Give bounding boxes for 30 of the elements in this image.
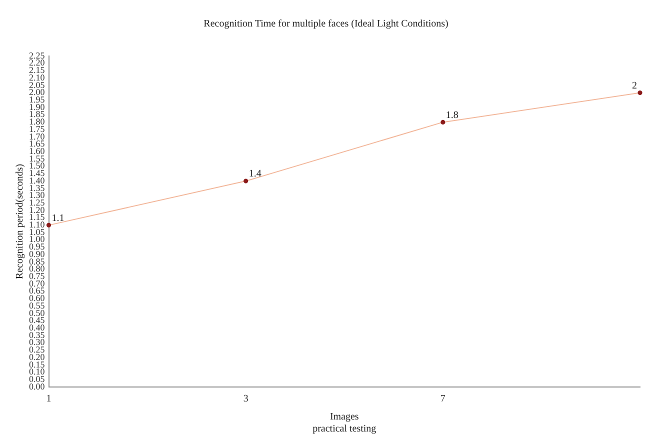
x-tick-label: 1 <box>46 394 52 405</box>
y-tick-label: 1.50 <box>29 160 46 171</box>
y-tick-label: 1.90 <box>29 102 46 112</box>
data-label: 1.8 <box>446 110 458 121</box>
y-tick-label: 0.80 <box>29 264 46 274</box>
chart-title: Recognition Time for multiple faces (Ideal Light Conditions) <box>204 18 448 30</box>
y-tick-label: 2.05 <box>29 80 46 90</box>
data-label: 2 <box>632 80 637 92</box>
x-tick-label: 3 <box>243 394 248 405</box>
y-tick-label: 1.70 <box>29 131 46 142</box>
y-tick-label: 2.25 <box>29 50 46 60</box>
y-tick-label: 0.30 <box>29 337 46 348</box>
y-tick-label: 1.55 <box>29 153 46 164</box>
y-tick-label: 0.15 <box>29 359 46 370</box>
y-tick-label: 0.50 <box>29 308 46 318</box>
y-tick-label: 1.20 <box>29 204 46 215</box>
y-tick-label: 0.45 <box>29 315 46 326</box>
x-tick-label: 7 <box>440 394 446 405</box>
x-axis-title: Images practical testing <box>312 412 376 435</box>
y-tick-label: 1.85 <box>29 109 46 120</box>
y-tick-label: 1.15 <box>29 212 46 222</box>
y-tick-label: 2.20 <box>29 58 46 68</box>
y-tick-label: 1.00 <box>29 234 46 244</box>
y-tick-label: 0.10 <box>29 366 46 377</box>
y-tick-label: 0.85 <box>29 256 46 266</box>
data-label: 1.4 <box>248 168 262 180</box>
y-tick-label: 0.65 <box>29 286 46 296</box>
y-tick-label: 1.35 <box>29 182 46 193</box>
data-label: 1.1 <box>52 212 64 224</box>
y-axis-title: Recognition period(seconds) <box>14 164 26 280</box>
